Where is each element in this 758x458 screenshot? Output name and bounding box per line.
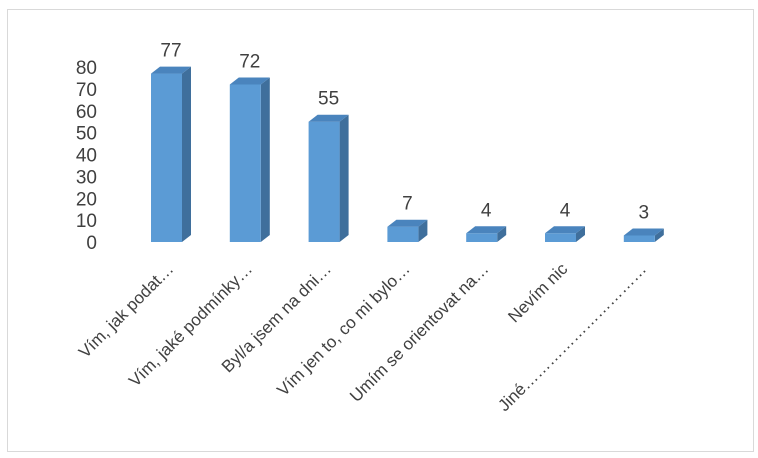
category-label: Jiné………………………… (494, 259, 650, 415)
bar-front (151, 73, 182, 242)
bar-front (466, 233, 498, 242)
bar-side (260, 77, 270, 242)
bar-front (387, 226, 419, 242)
bar-side (654, 228, 664, 242)
bar-top (229, 77, 270, 85)
data-label: 7 (402, 194, 413, 215)
bar-side (339, 114, 349, 242)
bar-front (545, 233, 576, 242)
bar-front (623, 235, 655, 242)
bar (151, 66, 191, 242)
bars (151, 66, 664, 242)
category-label: Nevím nic (504, 259, 571, 326)
bar-top (387, 219, 428, 227)
bar-side (182, 66, 191, 242)
y-tick-label: 0 (86, 233, 97, 254)
bar (387, 219, 428, 242)
data-label: 4 (560, 200, 571, 221)
y-tick-label: 50 (76, 124, 97, 145)
y-tick-label: 10 (76, 211, 97, 232)
data-label: 4 (481, 200, 492, 221)
y-tick-label: 40 (76, 146, 97, 167)
data-label: 72 (239, 52, 260, 73)
chart-area (7, 9, 754, 452)
bar-top (308, 114, 349, 122)
bar-top (623, 228, 664, 236)
data-label: 3 (639, 202, 650, 223)
bar-top (466, 226, 507, 234)
y-tick-label: 20 (76, 189, 97, 210)
bar (623, 228, 664, 242)
y-tick-label: 30 (76, 167, 97, 188)
y-tick-label: 60 (76, 102, 97, 123)
data-labels: 77 72 55 7 4 4 3 (160, 41, 649, 224)
bar-side (497, 226, 507, 242)
y-tick-label: 70 (76, 80, 97, 101)
bar (308, 114, 349, 242)
bar-front (229, 84, 261, 242)
bar-front (308, 121, 340, 242)
bar-side (418, 219, 428, 242)
y-tick-label: 80 (76, 58, 97, 79)
x-axis: Vím, jak podat…Vím, jaké podmínky…Byl/a … (75, 259, 650, 415)
bar-side (576, 226, 585, 242)
bar (466, 226, 507, 242)
category-label: Umím se orientovat na… (346, 259, 492, 405)
data-label: 55 (318, 89, 339, 110)
bar (545, 226, 585, 242)
category-label: Vím jen to, co mi bylo… (273, 259, 413, 399)
bar-top (151, 66, 191, 74)
bar-top (545, 226, 585, 234)
data-label: 77 (160, 41, 181, 62)
bar (229, 77, 270, 242)
